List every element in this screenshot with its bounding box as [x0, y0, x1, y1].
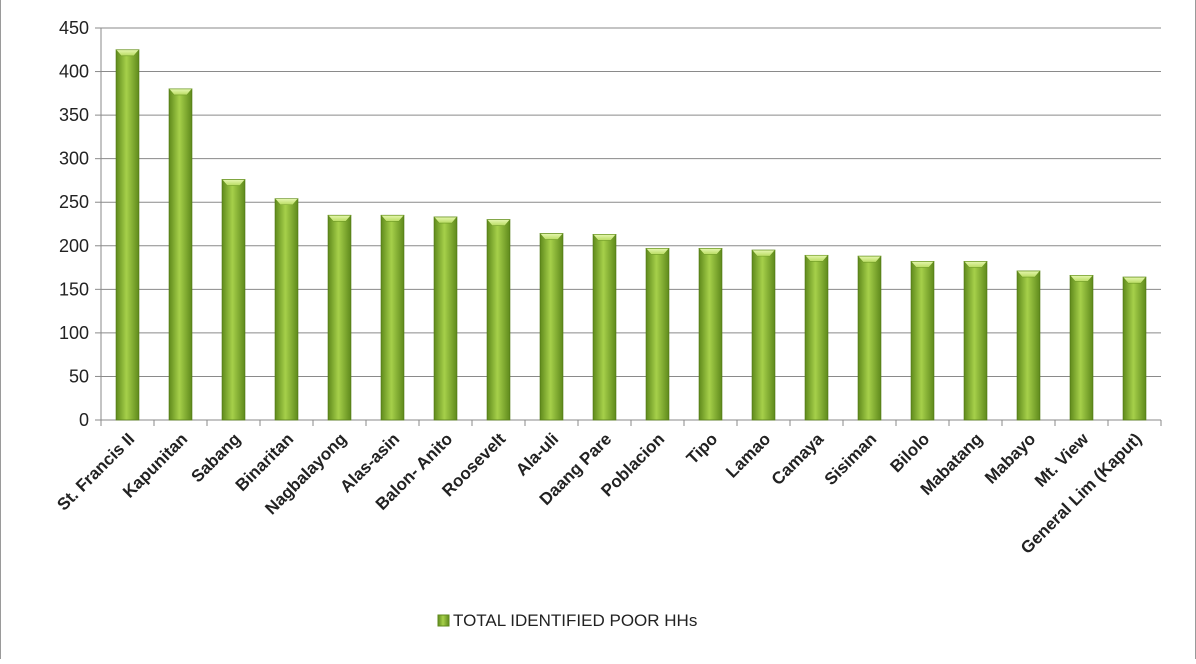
legend-swatch	[437, 614, 450, 627]
y-tick-label: 400	[59, 62, 89, 82]
bar-cap	[486, 219, 511, 226]
y-tick-label: 450	[59, 18, 89, 38]
bar	[1069, 274, 1094, 421]
bar	[1016, 270, 1041, 421]
bar-cap	[963, 261, 988, 268]
y-tick-label: 100	[59, 323, 89, 343]
bar	[221, 179, 246, 421]
bar	[168, 88, 193, 421]
axes	[95, 27, 1162, 426]
bar-cap	[327, 214, 352, 222]
y-tick-label: 350	[59, 105, 89, 125]
bar-cap	[751, 249, 776, 257]
x-tick-label: Mabayo	[981, 429, 1039, 487]
bar	[1122, 276, 1147, 421]
bars	[115, 49, 1147, 421]
bar-cap	[221, 179, 246, 186]
bar-cap	[698, 248, 723, 255]
bar	[645, 247, 670, 421]
bar	[380, 214, 405, 421]
bar-cap	[804, 255, 829, 262]
bar	[486, 219, 511, 421]
x-tick-label: Tipo	[683, 429, 722, 468]
x-tick-label: Ala-uli	[512, 429, 562, 479]
legend: TOTAL IDENTIFIED POOR HHs	[437, 611, 697, 630]
y-tick-label: 0	[79, 410, 89, 430]
bar	[539, 233, 564, 421]
y-tick-label: 300	[59, 149, 89, 169]
x-tick-label: Sisiman	[821, 429, 881, 489]
gridlines	[101, 27, 1161, 377]
bar-cap	[380, 214, 405, 222]
x-tick-label: Lamao	[722, 429, 774, 481]
x-tick-label: Camaya	[768, 429, 828, 489]
bar-cap	[857, 255, 882, 263]
legend-label: TOTAL IDENTIFIED POOR HHs	[453, 611, 697, 630]
bar	[963, 261, 988, 421]
bar-cap	[1069, 275, 1094, 282]
bar-cap	[274, 198, 299, 206]
bar	[592, 234, 617, 421]
bar-cap	[645, 248, 670, 255]
bar	[751, 249, 776, 421]
bar	[274, 198, 299, 421]
y-tick-label: 250	[59, 192, 89, 212]
x-tick-label: St. Francis II	[53, 429, 138, 514]
bar	[433, 216, 458, 421]
y-tick-label: 200	[59, 236, 89, 256]
x-tick-label: Bilolo	[887, 429, 934, 476]
bar-cap	[1016, 270, 1041, 278]
bar	[857, 255, 882, 421]
bar-cap	[592, 234, 617, 241]
bar	[327, 214, 352, 421]
bar	[804, 254, 829, 421]
bar-cap	[1122, 276, 1147, 284]
bar-cap	[539, 233, 564, 240]
bar-cap	[433, 216, 458, 224]
bar-cap	[115, 49, 140, 57]
bar-cap	[168, 88, 193, 96]
bar	[698, 247, 723, 421]
y-tick-label: 50	[69, 366, 89, 386]
bar-cap	[910, 261, 935, 268]
y-tick-label: 150	[59, 279, 89, 299]
bar	[910, 261, 935, 421]
bar	[115, 49, 140, 421]
